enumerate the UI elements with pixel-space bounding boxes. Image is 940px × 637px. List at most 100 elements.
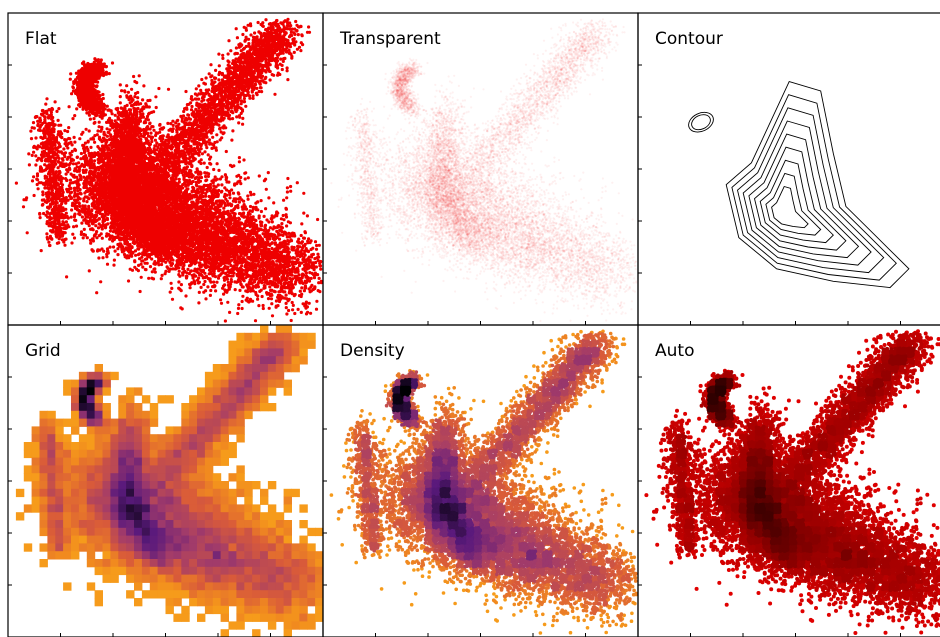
point	[162, 195, 166, 199]
point	[179, 201, 183, 205]
point	[282, 198, 286, 202]
point	[187, 157, 191, 161]
point	[256, 208, 260, 212]
point	[89, 191, 93, 195]
point	[179, 188, 183, 192]
point	[194, 194, 198, 199]
point	[95, 230, 99, 234]
point	[257, 174, 261, 178]
point	[207, 199, 211, 203]
point	[79, 164, 83, 168]
point	[78, 137, 82, 141]
point	[171, 190, 175, 194]
point	[239, 182, 243, 186]
point	[166, 121, 170, 125]
point	[285, 190, 289, 194]
point	[302, 191, 306, 195]
point	[147, 276, 151, 280]
point	[83, 141, 87, 145]
point	[94, 210, 98, 214]
point	[177, 280, 181, 284]
point	[213, 175, 217, 179]
point	[164, 204, 168, 208]
point	[219, 301, 224, 305]
point	[213, 205, 218, 209]
point	[168, 267, 173, 271]
point	[221, 213, 225, 217]
point	[112, 263, 116, 267]
point	[213, 211, 217, 215]
point	[150, 125, 154, 129]
point	[72, 236, 77, 240]
point	[246, 176, 250, 180]
point	[224, 177, 228, 182]
point	[225, 210, 229, 214]
point	[266, 171, 270, 175]
point	[257, 216, 261, 220]
point	[194, 180, 198, 184]
point	[238, 196, 242, 200]
point	[270, 314, 275, 318]
point	[188, 168, 192, 173]
point	[78, 188, 82, 192]
point	[177, 180, 181, 184]
point	[222, 206, 226, 210]
point	[99, 232, 103, 236]
point	[230, 188, 234, 192]
point	[249, 193, 253, 197]
point	[78, 173, 82, 177]
point	[100, 214, 104, 219]
point	[91, 137, 96, 141]
point	[264, 207, 268, 211]
point	[228, 190, 232, 195]
point	[86, 147, 90, 152]
point	[94, 224, 98, 228]
point	[169, 281, 173, 285]
point	[302, 211, 306, 215]
point	[223, 283, 227, 287]
point	[98, 148, 103, 152]
point	[228, 196, 232, 200]
point	[77, 167, 82, 171]
point	[63, 243, 67, 247]
point	[41, 193, 45, 197]
point	[73, 202, 77, 206]
point	[81, 143, 85, 147]
point	[87, 269, 91, 273]
point	[73, 140, 77, 144]
point	[35, 182, 39, 187]
point	[224, 149, 228, 154]
point	[275, 210, 279, 214]
point	[248, 204, 253, 209]
point	[246, 194, 250, 198]
point	[212, 167, 216, 172]
point	[97, 256, 101, 260]
point	[81, 236, 85, 240]
point	[188, 204, 192, 208]
point	[242, 211, 246, 215]
point	[205, 165, 209, 170]
point	[184, 190, 188, 195]
point	[89, 145, 93, 149]
point	[63, 142, 67, 146]
point	[105, 217, 110, 222]
point	[108, 229, 112, 233]
point	[99, 225, 103, 229]
point	[251, 205, 255, 209]
point	[250, 219, 254, 223]
point	[231, 191, 236, 195]
point	[82, 197, 86, 201]
point	[56, 166, 60, 170]
point	[237, 156, 241, 160]
point	[208, 189, 213, 193]
point	[87, 129, 91, 133]
point	[227, 202, 231, 206]
point	[217, 188, 221, 193]
point	[100, 247, 104, 251]
point	[259, 209, 263, 214]
point	[220, 183, 224, 187]
point	[225, 199, 229, 203]
point	[256, 200, 260, 204]
point	[79, 192, 83, 196]
